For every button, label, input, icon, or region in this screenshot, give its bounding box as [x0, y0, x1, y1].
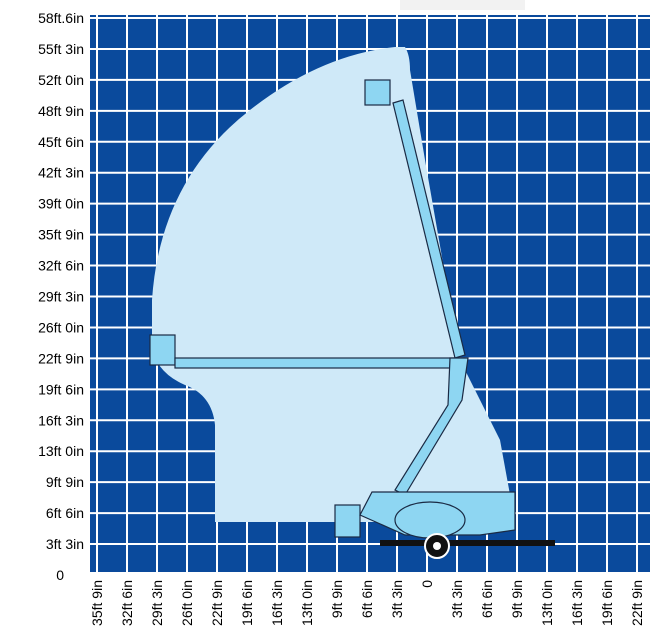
working-envelope — [152, 47, 515, 522]
x-label: 3ft 3in — [449, 580, 465, 618]
x-label: 6ft 6in — [359, 580, 375, 618]
y-label: 6ft 6in — [46, 505, 84, 521]
tab — [400, 0, 525, 10]
trailer-frame — [380, 540, 555, 546]
ground-basket — [334, 504, 361, 538]
x-label: 29ft 3in — [149, 580, 165, 626]
x-label: 3ft 3in — [389, 580, 405, 618]
x-label: 13ft 0in — [539, 580, 555, 626]
y-label: 26ft 0in — [38, 319, 84, 335]
y-label: 39ft 0in — [38, 196, 84, 212]
x-label: 16ft 3in — [569, 580, 585, 626]
x-label: 13ft 0in — [299, 580, 315, 626]
y-label: 42ft 3in — [38, 165, 84, 181]
y-label: 13ft 0in — [38, 443, 84, 459]
y-label: 35ft 9in — [38, 227, 84, 243]
x-label: 22ft 9in — [629, 580, 645, 626]
y-label: 3ft 3in — [46, 536, 84, 552]
y-label: 0 — [56, 567, 64, 583]
y-label: 16ft 3in — [38, 412, 84, 428]
upper-basket — [364, 79, 391, 106]
x-label: 22ft 9in — [209, 580, 225, 626]
horizontal-boom — [174, 357, 466, 369]
y-label: 32ft 6in — [38, 258, 84, 274]
upper-boom — [392, 99, 466, 359]
hub — [433, 542, 441, 550]
turret — [394, 501, 466, 539]
x-label: 35ft 9in — [89, 580, 105, 626]
outreach-basket — [149, 334, 176, 366]
y-label: 52ft 0in — [38, 72, 84, 88]
machine — [149, 79, 555, 559]
x-label: 9ft 9in — [509, 580, 525, 618]
y-label: 58ft.6in — [38, 10, 84, 26]
x-label: 6ft 6in — [479, 580, 495, 618]
x-label: 26ft 0in — [179, 580, 195, 626]
y-label: 45ft 6in — [38, 134, 84, 150]
y-label: 19ft 6in — [38, 381, 84, 397]
y-label: 48ft 9in — [38, 103, 84, 119]
x-label: 16ft 3in — [269, 580, 285, 626]
x-label: 19ft 6in — [239, 580, 255, 626]
y-label: 55ft 3in — [38, 41, 84, 57]
y-label: 9ft 9in — [46, 474, 84, 490]
y-label: 22ft 9in — [38, 350, 84, 366]
y-label: 29ft 3in — [38, 289, 84, 305]
x-label: 32ft 6in — [119, 580, 135, 626]
x-label: 0 — [419, 580, 435, 588]
x-label: 19ft 6in — [599, 580, 615, 626]
x-label: 9ft 9in — [329, 580, 345, 618]
